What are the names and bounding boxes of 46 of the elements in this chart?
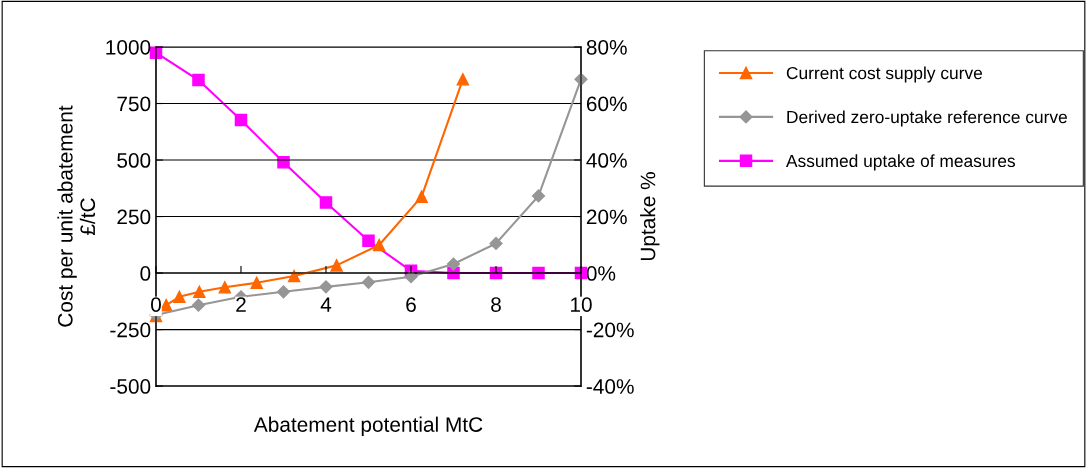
point — [193, 285, 206, 299]
point — [191, 298, 206, 312]
point — [362, 234, 375, 248]
x-tick-label: 0 — [151, 297, 161, 312]
y2-tick-label: 20% — [586, 209, 627, 225]
point — [319, 280, 333, 294]
y2-axis-title: Uptake % — [640, 172, 660, 261]
point — [173, 290, 186, 304]
point — [456, 73, 470, 86]
point — [415, 190, 428, 203]
y2-tick-label: -20% — [586, 322, 634, 338]
y2-tick-label: -40% — [586, 379, 634, 394]
y-tick-label: 0 — [140, 266, 151, 281]
y2-tick-label: 60% — [586, 96, 627, 112]
point — [319, 196, 333, 209]
legend-label: Current cost supply curve — [786, 66, 983, 83]
y2-tick-label: 80% — [586, 39, 627, 55]
point — [192, 73, 205, 87]
point — [446, 257, 461, 271]
y-tick-label: 1000 — [106, 39, 151, 55]
point — [234, 113, 248, 127]
y-tick-label: 500 — [117, 153, 151, 168]
point — [489, 236, 503, 251]
y2-tick-label: 0% — [586, 266, 616, 281]
point — [218, 281, 232, 294]
legend-label: Assumed uptake of measures — [785, 154, 1015, 171]
x-tick-label: 8 — [491, 297, 501, 312]
point — [372, 238, 386, 252]
point — [276, 285, 291, 299]
y-tick-label: -500 — [110, 379, 151, 394]
y2-tick-label: 40% — [586, 153, 627, 168]
point — [361, 275, 376, 289]
y-tick-label: -250 — [110, 322, 151, 338]
x-tick-label: 10 — [571, 297, 592, 312]
point — [250, 276, 263, 290]
x-axis-title: Abatement potential MtC — [253, 416, 483, 437]
point — [277, 156, 290, 169]
point — [330, 259, 343, 272]
y-tick-label: 250 — [117, 209, 151, 225]
point — [531, 189, 546, 203]
y-axis-title: Cost per unit abatement £/tC — [57, 105, 96, 327]
x-tick-label: 2 — [236, 297, 246, 312]
x-tick-label: 4 — [320, 297, 332, 312]
y-tick-label: 750 — [117, 96, 151, 112]
legend-label: Derived zero-uptake reference curve — [787, 110, 1067, 127]
x-tick-label: 6 — [406, 297, 416, 312]
